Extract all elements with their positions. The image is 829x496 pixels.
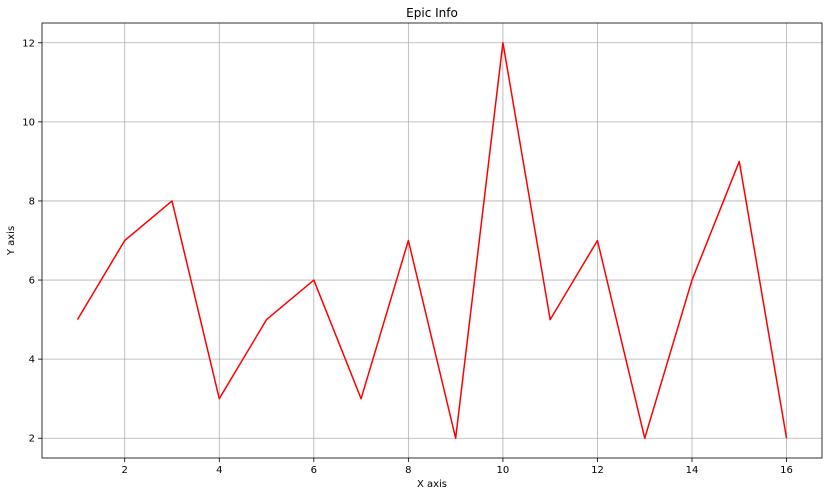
x-tick-label: 8	[405, 465, 411, 476]
x-tick-label: 14	[686, 465, 699, 476]
x-tick-label: 10	[497, 465, 510, 476]
y-tick-label: 10	[22, 117, 35, 128]
grid	[42, 23, 822, 458]
series-layer	[76, 42, 788, 439]
x-tick-label: 12	[591, 465, 604, 476]
y-tick-label: 2	[29, 434, 35, 445]
chart-title: Epic Info	[406, 6, 458, 20]
x-tick-label: 16	[780, 465, 793, 476]
y-tick-label: 12	[22, 38, 35, 49]
y-tick-label: 8	[29, 196, 35, 207]
y-tick-label: 6	[29, 276, 35, 287]
x-tick-label: 6	[311, 465, 317, 476]
series-line	[76, 42, 788, 439]
x-axis-label: X axis	[417, 479, 447, 490]
axes-frame	[41, 22, 823, 459]
y-tick-label: 4	[29, 355, 35, 366]
ticks: 2 4 6 8 10 12 14 16 2 4 6 8 10 12	[22, 38, 793, 476]
y-axis-label: Y axis	[6, 226, 17, 256]
x-tick-label: 2	[122, 465, 128, 476]
x-tick-label: 4	[216, 465, 222, 476]
